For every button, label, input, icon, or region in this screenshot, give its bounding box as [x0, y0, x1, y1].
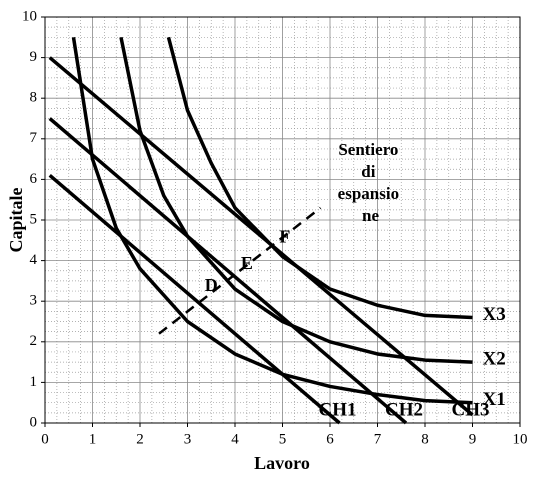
- y-tick-label: 8: [30, 90, 38, 106]
- series-line: [48, 174, 341, 425]
- series-label: X2: [483, 348, 506, 369]
- x-tick-label: 3: [184, 431, 192, 447]
- x-tick-label: 10: [513, 431, 528, 447]
- y-tick-label: 9: [30, 49, 38, 65]
- series-line: [158, 206, 322, 335]
- x-tick-label: 6: [326, 431, 334, 447]
- series-label: CH2: [385, 399, 423, 420]
- y-tick-label: 2: [30, 333, 38, 349]
- y-axis-label: Capitale: [6, 187, 26, 252]
- series-label: Sentiero di espansio ne: [338, 140, 404, 225]
- y-tick-label: 0: [30, 414, 38, 430]
- point-label: E: [241, 253, 253, 273]
- x-axis-label: Lavoro: [254, 453, 310, 473]
- x-tick-label: 4: [231, 431, 239, 447]
- x-tick-label: 0: [41, 431, 49, 447]
- y-tick-label: 6: [30, 171, 38, 187]
- x-tick-label: 9: [469, 431, 477, 447]
- series-label: X3: [483, 304, 506, 325]
- series-line: [119, 36, 473, 364]
- plot-frame: [44, 16, 521, 424]
- x-tick-label: 1: [89, 431, 97, 447]
- x-tick-label: 2: [136, 431, 144, 447]
- x-tick-label: 7: [374, 431, 382, 447]
- point-label: D: [205, 275, 218, 295]
- x-tick-label: 5: [279, 431, 287, 447]
- y-tick-label: 7: [30, 130, 38, 146]
- series-line: [48, 56, 474, 417]
- y-tick-label: 4: [30, 252, 38, 268]
- point-label: F: [279, 226, 290, 246]
- series-label: CH1: [319, 399, 357, 420]
- y-tick-label: 5: [30, 211, 38, 227]
- series-label: CH3: [452, 399, 490, 420]
- y-tick-label: 1: [30, 374, 38, 390]
- y-tick-label: 3: [30, 293, 38, 309]
- x-tick-label: 8: [421, 431, 429, 447]
- series-line: [48, 117, 408, 425]
- series-label: X1: [483, 389, 506, 410]
- y-tick-label: 10: [22, 8, 37, 24]
- series-line: [71, 37, 473, 405]
